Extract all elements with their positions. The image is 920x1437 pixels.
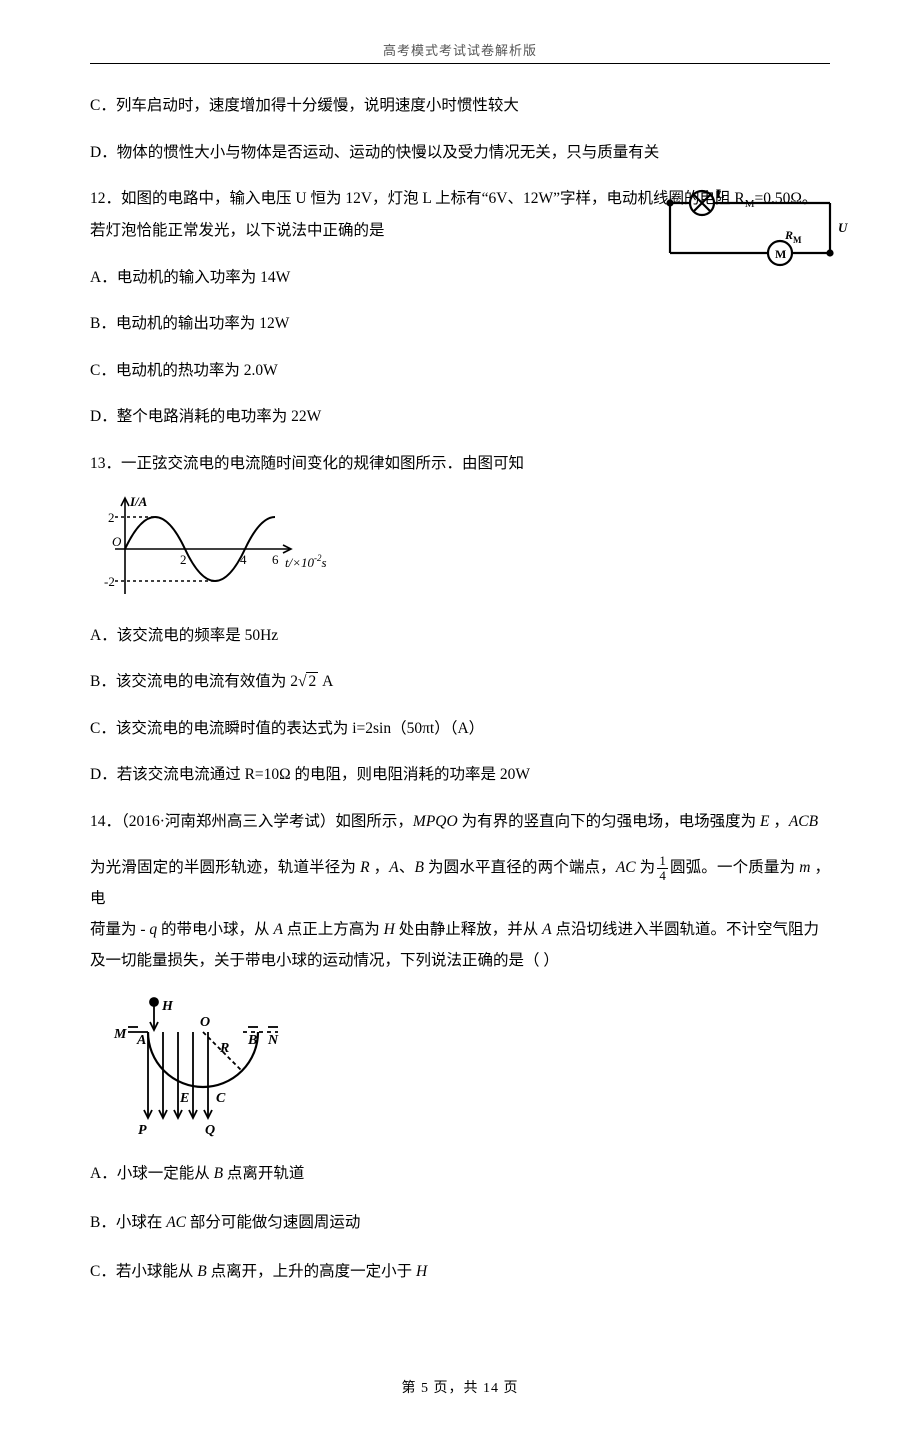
q14-option-a: A．小球一定能从 B 点离开轨道 bbox=[90, 1158, 830, 1189]
q14-b-c: 部分可能做匀速圆周运动 bbox=[186, 1214, 360, 1231]
x-axis-label-b: s bbox=[322, 555, 327, 570]
q14-s3h: A bbox=[542, 921, 551, 938]
q14-s2g: 为圆水平直径的两个端点， bbox=[424, 859, 616, 876]
fig-e: E bbox=[179, 1091, 189, 1106]
q14-a-c: 点离开轨道 bbox=[223, 1165, 304, 1182]
q11-option-c: C．列车启动时，速度增加得十分缓慢，说明速度小时惯性较大 bbox=[90, 90, 830, 121]
motor-label: M bbox=[775, 247, 786, 261]
q13-b-pre: B．该交流电的电流有效值为 2 bbox=[90, 673, 298, 690]
q14-c-a: C．若小球能从 bbox=[90, 1263, 197, 1280]
q13-b-post: A bbox=[318, 673, 333, 690]
x-axis-label-a: t/×10 bbox=[285, 555, 314, 570]
q11-option-d: D．物体的惯性大小与物体是否运动、运动的快慢以及受力情况无关，只与质量有关 bbox=[90, 137, 830, 168]
fig-b: B bbox=[247, 1033, 257, 1048]
lamp-label: L bbox=[716, 188, 725, 201]
q13-option-c: C．该交流电的电流瞬时值的表达式为 i=2sin（50πt）（A） bbox=[90, 713, 830, 744]
rm-label-r: R bbox=[784, 228, 793, 242]
q14-s3b: q bbox=[149, 921, 157, 938]
u-label: U bbox=[838, 220, 848, 235]
footer-mid: 页，共 bbox=[434, 1381, 479, 1396]
fig-n: N bbox=[267, 1033, 279, 1048]
q14-stem-line4: 及一切能量损失，关于带电小球的运动情况，下列说法正确的是（ ） bbox=[90, 945, 830, 976]
fig-r: R bbox=[219, 1041, 229, 1056]
fig-a: A bbox=[136, 1033, 146, 1048]
q14-s2e: 、 bbox=[399, 859, 415, 876]
q14-s1c: 为有界的竖直向下的匀强电场，电场强度为 bbox=[458, 813, 760, 830]
q13-option-b: B．该交流电的电流有效值为 2√2 A bbox=[90, 666, 830, 697]
q14-c-d: H bbox=[416, 1263, 427, 1280]
q14-field-figure: H O M A B N R E C P Q bbox=[108, 994, 288, 1144]
ytick-top: 2 bbox=[108, 510, 115, 525]
origin-label: O bbox=[112, 534, 122, 549]
q14-s2k: m bbox=[799, 859, 810, 876]
q14-s2j: 圆弧。一个质量为 bbox=[670, 859, 799, 876]
q14-s3a: 荷量为 - bbox=[90, 921, 149, 938]
ytick-bot: -2 bbox=[104, 574, 115, 589]
fig-p: P bbox=[138, 1123, 147, 1138]
q13-option-d: D．若该交流电流通过 R=10Ω 的电阻，则电阻消耗的功率是 20W bbox=[90, 759, 830, 790]
footer-total: 14 bbox=[483, 1381, 499, 1396]
q13-sine-figure: I/A 2 -2 O 2 4 6 t/×10-2s bbox=[90, 494, 330, 604]
q14-s2c: ， bbox=[370, 859, 390, 876]
xtick-6: 6 bbox=[272, 552, 279, 567]
page-footer: 第 5 页，共 14 页 bbox=[90, 1377, 830, 1397]
footer-suffix: 页 bbox=[504, 1381, 519, 1396]
fig-o: O bbox=[200, 1015, 210, 1030]
q14-s2d: A bbox=[389, 859, 398, 876]
footer-page: 5 bbox=[421, 1381, 429, 1396]
q14-b-a: B．小球在 bbox=[90, 1214, 166, 1231]
q14-option-b: B．小球在 AC 部分可能做匀速圆周运动 bbox=[90, 1207, 830, 1238]
q14-s1e: ， bbox=[769, 813, 788, 830]
q14-s2i: 为 bbox=[636, 859, 656, 876]
q14-s2f: B bbox=[415, 859, 424, 876]
q14-s1b: MPQO bbox=[413, 813, 458, 830]
q13-b-sqrt: 2 bbox=[306, 672, 318, 690]
q14-s3c: 的带电小球，从 bbox=[157, 921, 273, 938]
q14-a-b: B bbox=[214, 1165, 223, 1182]
q14-option-c: C．若小球能从 B 点离开，上升的高度一定小于 H bbox=[90, 1256, 830, 1287]
fig-q: Q bbox=[205, 1123, 215, 1138]
q12-option-c: C．电动机的热功率为 2.0W bbox=[90, 355, 830, 386]
q14-b-b: AC bbox=[166, 1214, 186, 1231]
exam-page: 高考模式考试试卷解析版 C．列车启动时，速度增加得十分缓慢，说明速度小时惯性较大… bbox=[0, 0, 920, 1437]
q14-frac-den: 4 bbox=[657, 869, 668, 883]
footer-prefix: 第 bbox=[402, 1381, 417, 1396]
xtick-4: 4 bbox=[240, 552, 247, 567]
q14-c-c: 点离开，上升的高度一定小于 bbox=[207, 1263, 416, 1280]
q12-circuit-figure: L M R M U bbox=[650, 188, 850, 278]
q14-s1a: 14．（2016·河南郑州高三入学考试）如图所示， bbox=[90, 813, 413, 830]
q12-option-b: B．电动机的输出功率为 12W bbox=[90, 308, 830, 339]
xtick-2: 2 bbox=[180, 552, 187, 567]
q14-a-a: A．小球一定能从 bbox=[90, 1165, 214, 1182]
q14-stem-line1: 14．（2016·河南郑州高三入学考试）如图所示，MPQO 为有界的竖直向下的匀… bbox=[90, 806, 830, 837]
q14-s3g: 处由静止释放，并从 bbox=[395, 921, 542, 938]
svg-text:t/×10-2s: t/×10-2s bbox=[285, 553, 327, 570]
q14-s1f: ACB bbox=[789, 813, 818, 830]
q14-s2h: AC bbox=[616, 859, 636, 876]
q14-stem-line2: 为光滑固定的半圆形轨迹，轨道半径为 R ，A、B 为圆水平直径的两个端点，AC … bbox=[90, 852, 830, 914]
fig-m: M bbox=[113, 1027, 127, 1042]
q14-s3i: 点沿切线进入半圆轨道。不计空气阻力 bbox=[552, 921, 819, 938]
q12-stem-text-a: 12．如图的电路中，输入电压 U 恒为 12V，灯泡 L 上标有“6V、12W”… bbox=[90, 190, 745, 207]
q13-option-a: A．该交流电的频率是 50Hz bbox=[90, 620, 830, 651]
q14-s3e: 点正上方高为 bbox=[283, 921, 384, 938]
q14-frac: 14 bbox=[655, 854, 670, 882]
rm-label-m: M bbox=[793, 235, 802, 245]
q12-option-d: D．整个电路消耗的电功率为 22W bbox=[90, 401, 830, 432]
q14-s3d: A bbox=[273, 921, 282, 938]
fig-h: H bbox=[161, 999, 174, 1014]
page-header: 高考模式考试试卷解析版 bbox=[90, 40, 830, 64]
fig-c: C bbox=[216, 1091, 226, 1106]
q14-stem-line3: 荷量为 - q 的带电小球，从 A 点正上方高为 H 处由静止释放，并从 A 点… bbox=[90, 914, 830, 945]
q14-c-b: B bbox=[197, 1263, 206, 1280]
q14-s2b: R bbox=[360, 859, 369, 876]
q14-frac-num: 1 bbox=[657, 854, 668, 869]
q14-s2a: 为光滑固定的半圆形轨迹，轨道半径为 bbox=[90, 859, 360, 876]
q13-stem: 13．一正弦交流电的电流随时间变化的规律如图所示．由图可知 bbox=[90, 448, 830, 479]
q14-s3f: H bbox=[384, 921, 395, 938]
y-axis-label: I/A bbox=[129, 494, 148, 509]
